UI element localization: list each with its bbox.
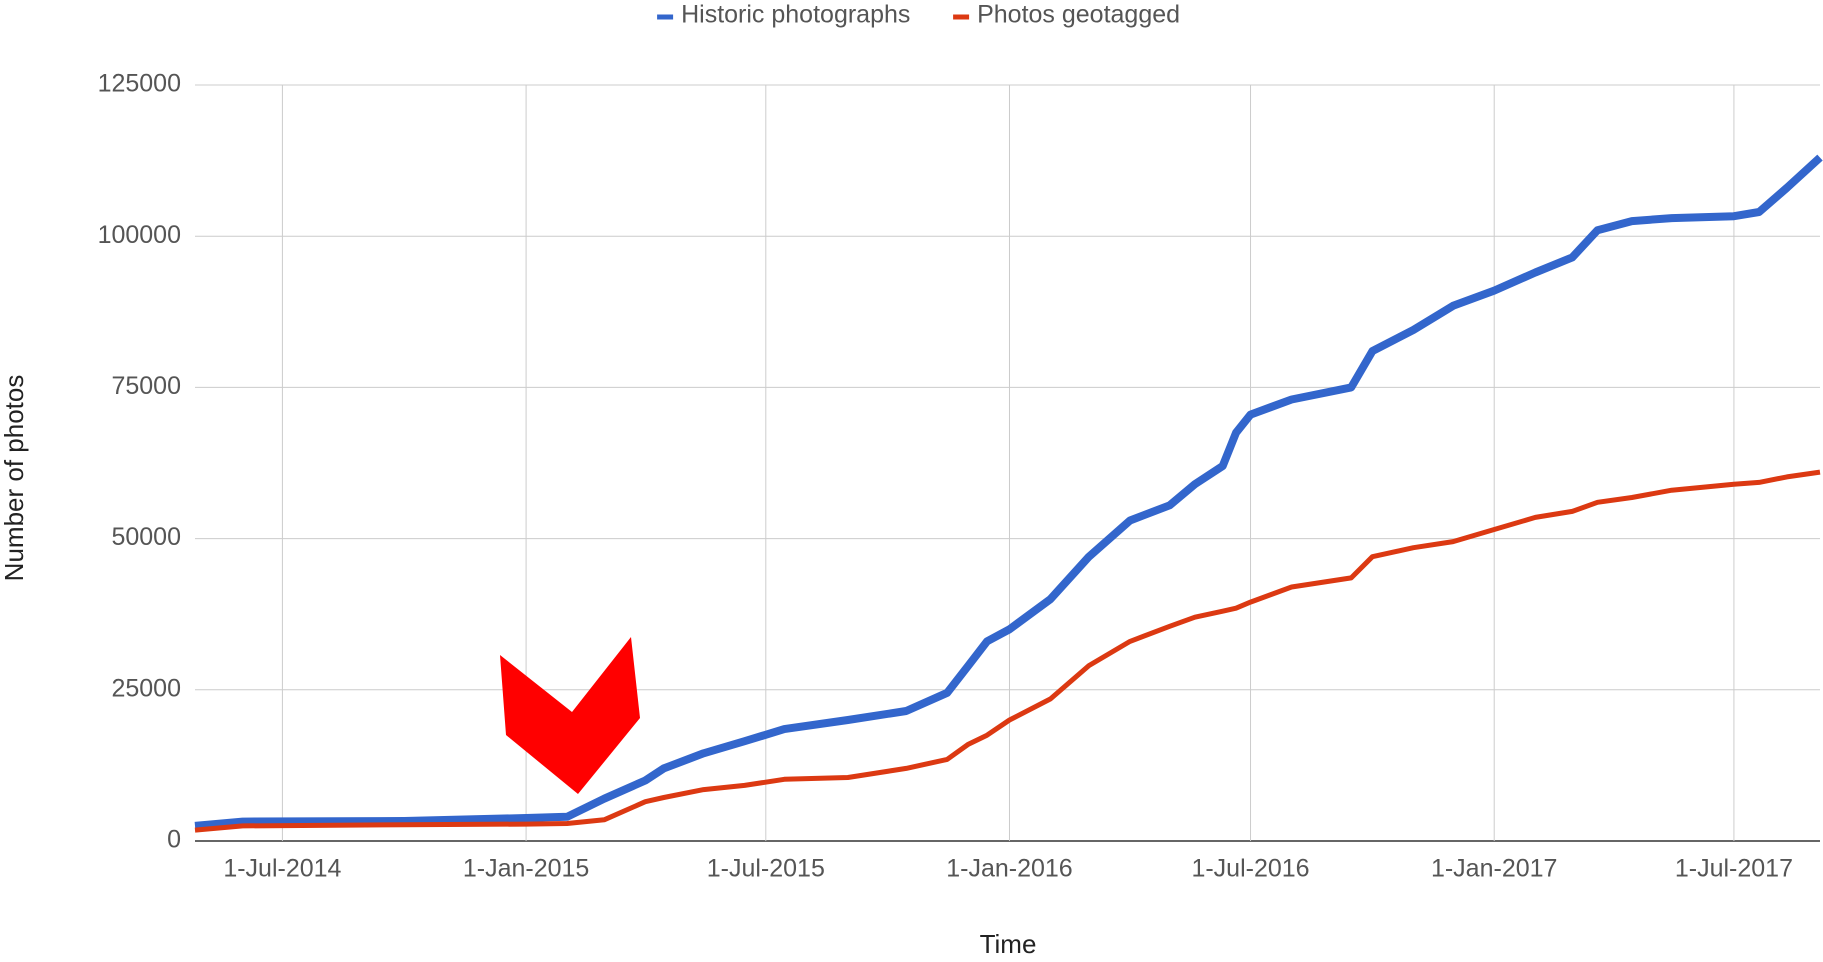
x-tick-label: 1-Jan-2015 bbox=[463, 855, 589, 883]
legend-label: Historic photographs bbox=[681, 1, 910, 29]
x-tick-label: 1-Jul-2017 bbox=[1675, 855, 1793, 883]
y-tick-label: 100000 bbox=[98, 221, 181, 249]
grid bbox=[195, 84, 1820, 842]
legend-label: Photos geotagged bbox=[977, 1, 1180, 29]
x-axis-title: Time bbox=[980, 929, 1037, 959]
lines bbox=[194, 154, 1823, 833]
y-tick-label: 25000 bbox=[111, 674, 181, 702]
series-line bbox=[194, 469, 1821, 833]
x-tick-label: 1-Jul-2015 bbox=[707, 855, 825, 883]
y-axis-title: Number of photos bbox=[0, 375, 29, 582]
y-tick-label: 50000 bbox=[111, 523, 181, 551]
series-line bbox=[194, 154, 1823, 830]
x-tick-label: 1-Jul-2016 bbox=[1191, 855, 1309, 883]
arrow-annotation bbox=[500, 637, 640, 794]
x-tick-label: 1-Jan-2016 bbox=[946, 855, 1072, 883]
y-tick-label: 75000 bbox=[111, 372, 181, 400]
x-tick-label: 1-Jan-2017 bbox=[1431, 855, 1557, 883]
y-tick-label: 125000 bbox=[98, 70, 181, 98]
y-tick-label: 0 bbox=[167, 826, 181, 854]
x-tick-label: 1-Jul-2014 bbox=[223, 855, 341, 883]
